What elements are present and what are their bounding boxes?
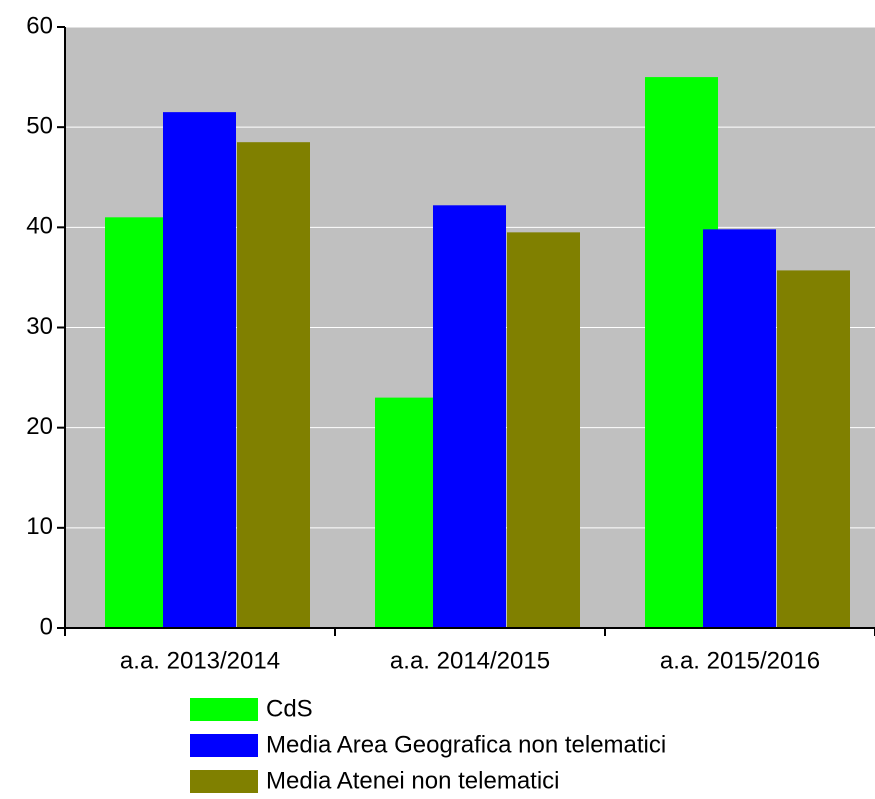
y-tick-label: 60 xyxy=(26,12,53,39)
y-tick-label: 20 xyxy=(26,413,53,440)
bar xyxy=(163,112,236,629)
legend-swatch xyxy=(190,770,258,793)
y-tick-label: 50 xyxy=(26,113,53,140)
bar xyxy=(237,142,310,629)
x-tick-label: a.a. 2013/2014 xyxy=(120,647,280,674)
y-tick-label: 40 xyxy=(26,213,53,240)
legend-swatch xyxy=(190,734,258,757)
legend-label: Media Atenei non telematici xyxy=(266,767,560,794)
bar xyxy=(433,205,506,628)
y-tick-label: 30 xyxy=(26,313,53,340)
legend-swatch xyxy=(190,698,258,721)
bar xyxy=(507,232,580,628)
y-tick-label: 10 xyxy=(26,513,53,540)
x-tick-label: a.a. 2015/2016 xyxy=(660,647,820,674)
legend-label: Media Area Geografica non telematici xyxy=(266,731,666,758)
bar xyxy=(703,229,776,628)
x-tick-label: a.a. 2014/2015 xyxy=(390,647,550,674)
y-tick-label: 0 xyxy=(40,613,53,640)
bar xyxy=(777,270,850,628)
legend-label: CdS xyxy=(266,695,313,722)
